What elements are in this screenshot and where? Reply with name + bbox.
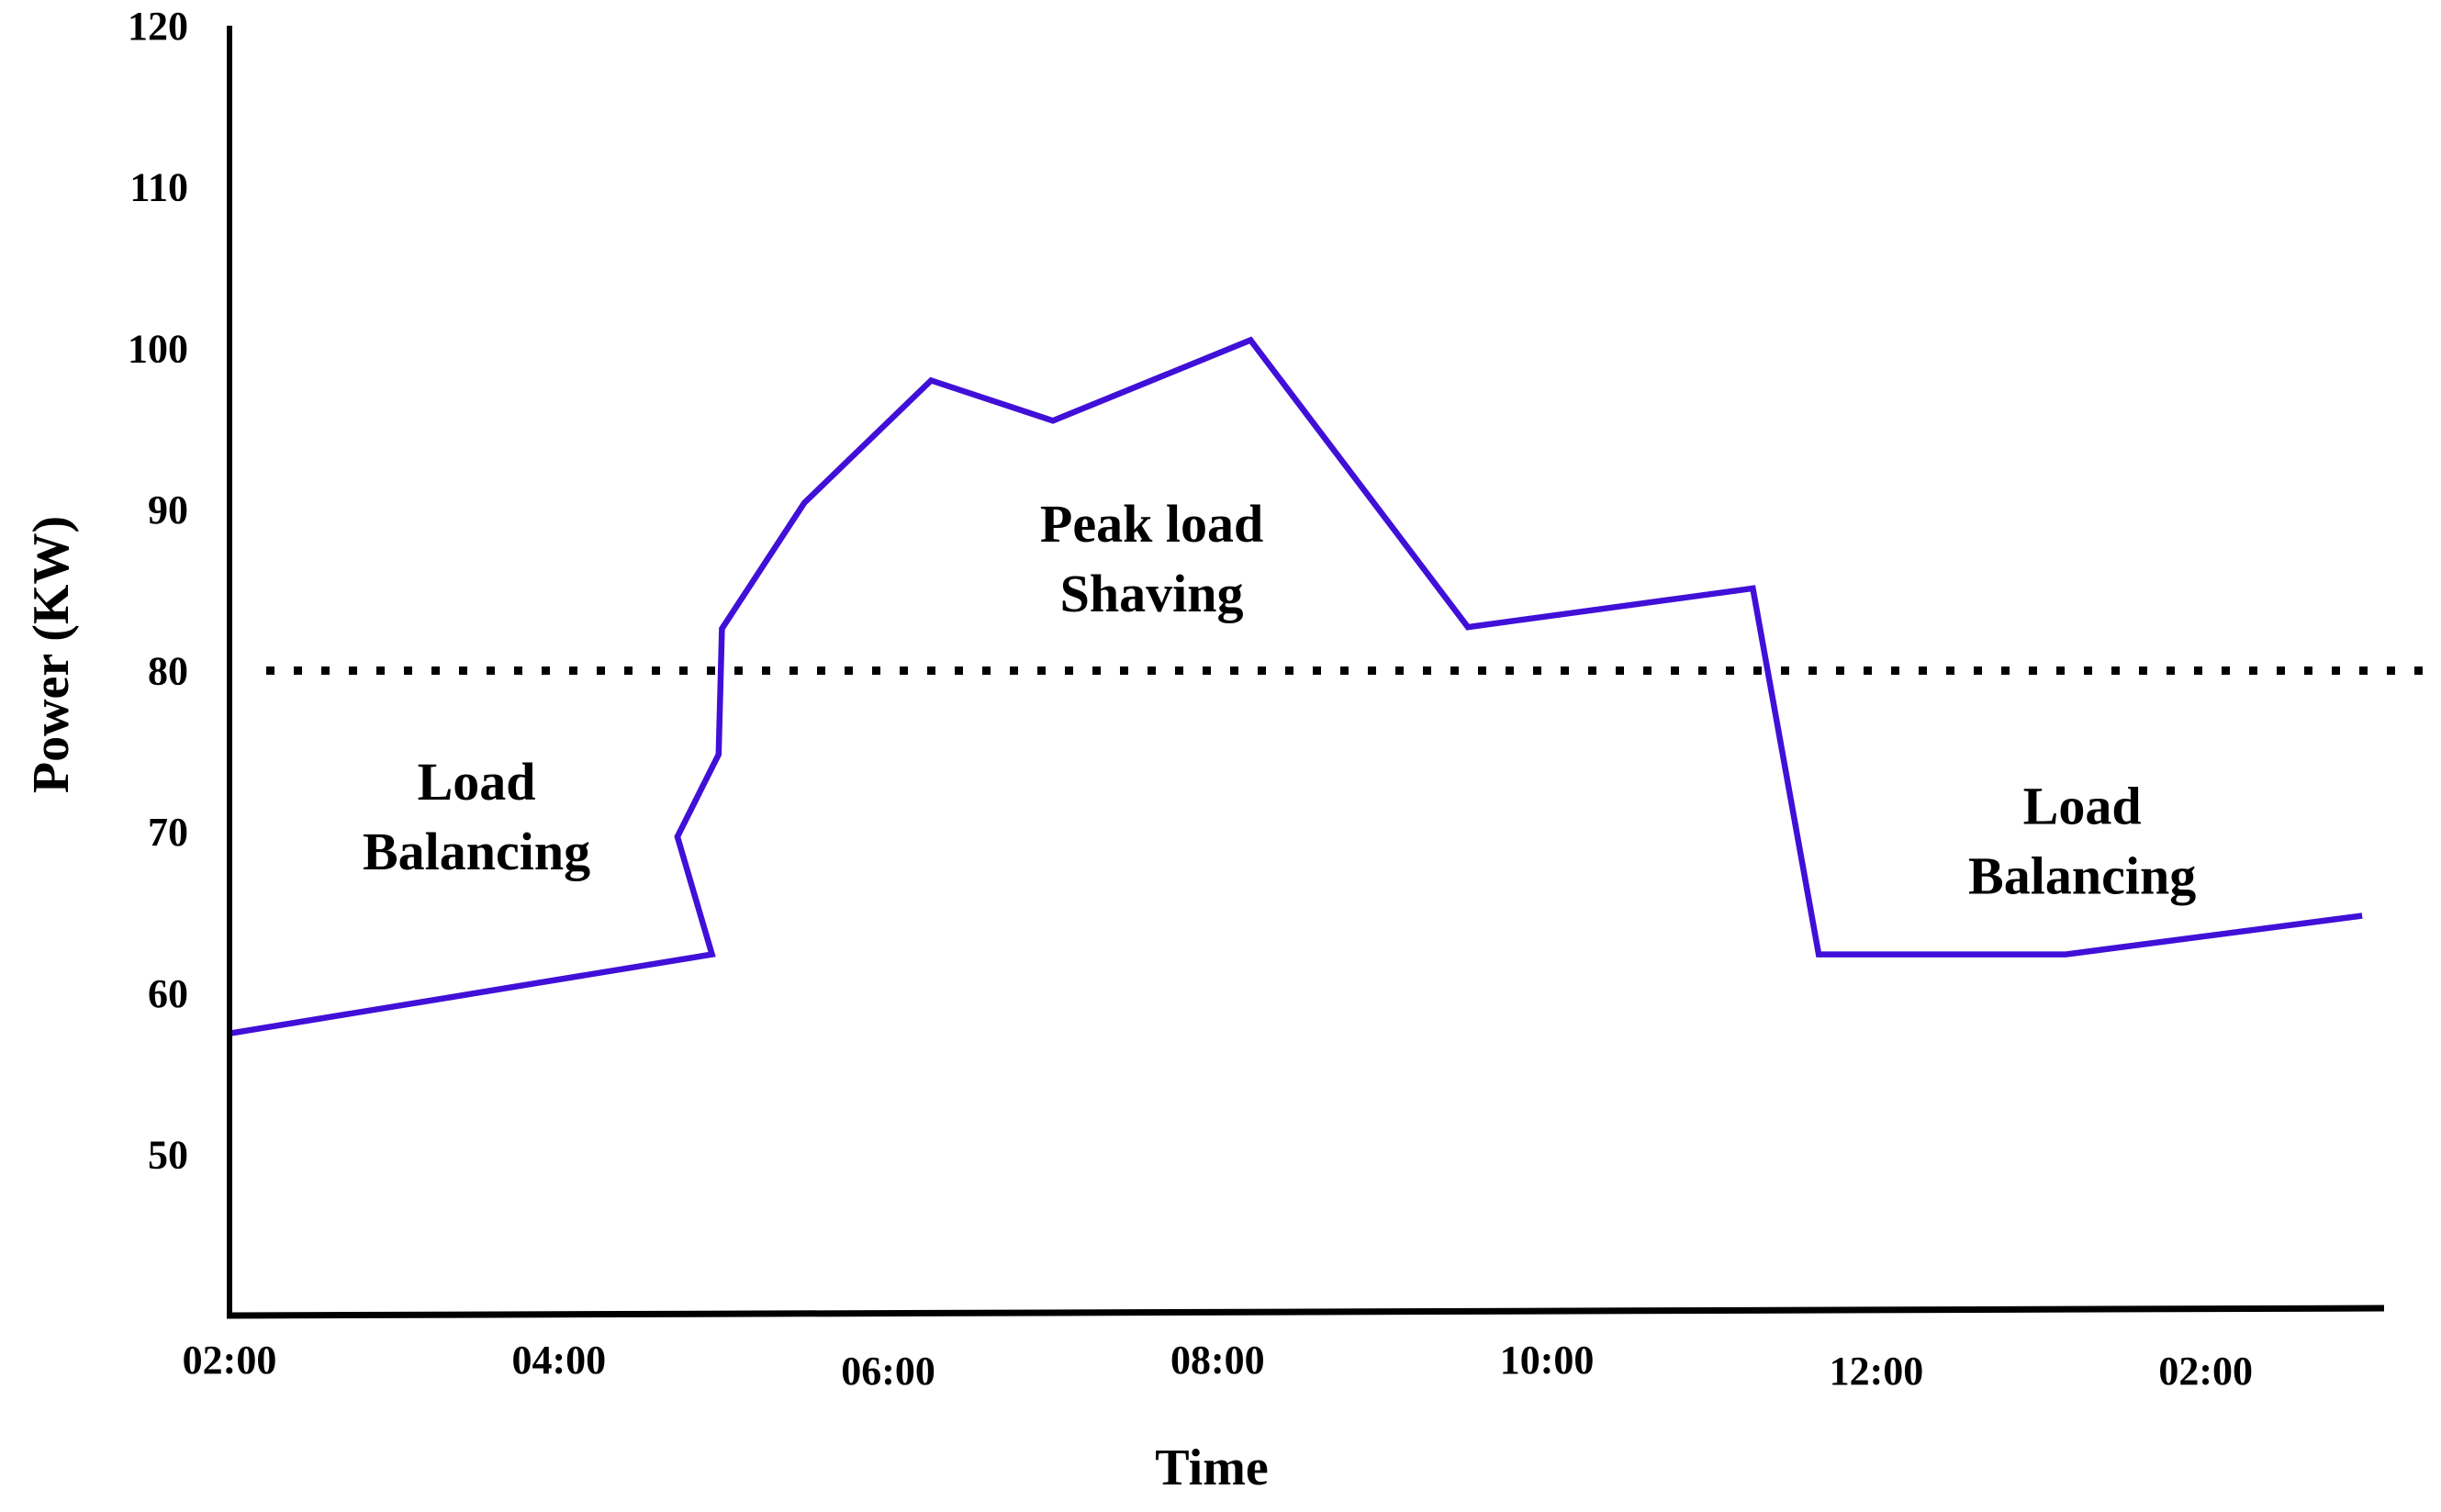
x-axis xyxy=(226,1305,2385,1319)
annotation-line: Load xyxy=(2023,776,2142,835)
x-tick-label: 04:00 xyxy=(511,1338,606,1383)
y-axis-title: Power (KW) xyxy=(23,516,80,793)
y-tick-label: 50 xyxy=(148,1132,188,1177)
annotation-line: Balancing xyxy=(363,822,590,881)
y-tick-label: 90 xyxy=(148,487,188,532)
region-annotations: Load Balancing Peak load Shaving Load Balanci… xyxy=(363,494,2196,905)
y-tick-label: 100 xyxy=(128,326,188,371)
y-axis-ticks: 50 60 70 80 90 100 110 120 xyxy=(128,4,188,1177)
annotation-left: Load Balancing xyxy=(363,752,590,881)
annotation-line: Peak load xyxy=(1040,494,1263,554)
y-tick-label: 120 xyxy=(128,4,188,49)
x-tick-label: 10:00 xyxy=(1500,1338,1595,1383)
annotation-line: Load xyxy=(418,752,536,812)
x-tick-label: 12:00 xyxy=(1830,1349,1924,1394)
y-tick-label: 110 xyxy=(129,165,188,210)
x-tick-label: 08:00 xyxy=(1170,1338,1265,1383)
y-tick-label: 70 xyxy=(148,810,188,855)
annotation-line: Balancing xyxy=(1968,846,2196,905)
y-tick-label: 60 xyxy=(148,971,188,1016)
annotation-right: Load Balancing xyxy=(1968,776,2196,905)
annotation-line: Shaving xyxy=(1060,564,1244,623)
annotation-mid: Peak load Shaving xyxy=(1040,494,1263,623)
x-tick-label: 02:00 xyxy=(183,1338,277,1383)
x-tick-label: 06:00 xyxy=(841,1349,935,1394)
series-line xyxy=(229,336,2363,1036)
y-tick-label: 80 xyxy=(148,649,188,694)
x-tick-label: 02:00 xyxy=(2158,1349,2253,1394)
x-axis-ticks: 02:00 04:00 06:00 08:00 10:00 12:00 02:00 xyxy=(183,1338,2253,1394)
x-axis-title: Time xyxy=(1155,1439,1268,1496)
